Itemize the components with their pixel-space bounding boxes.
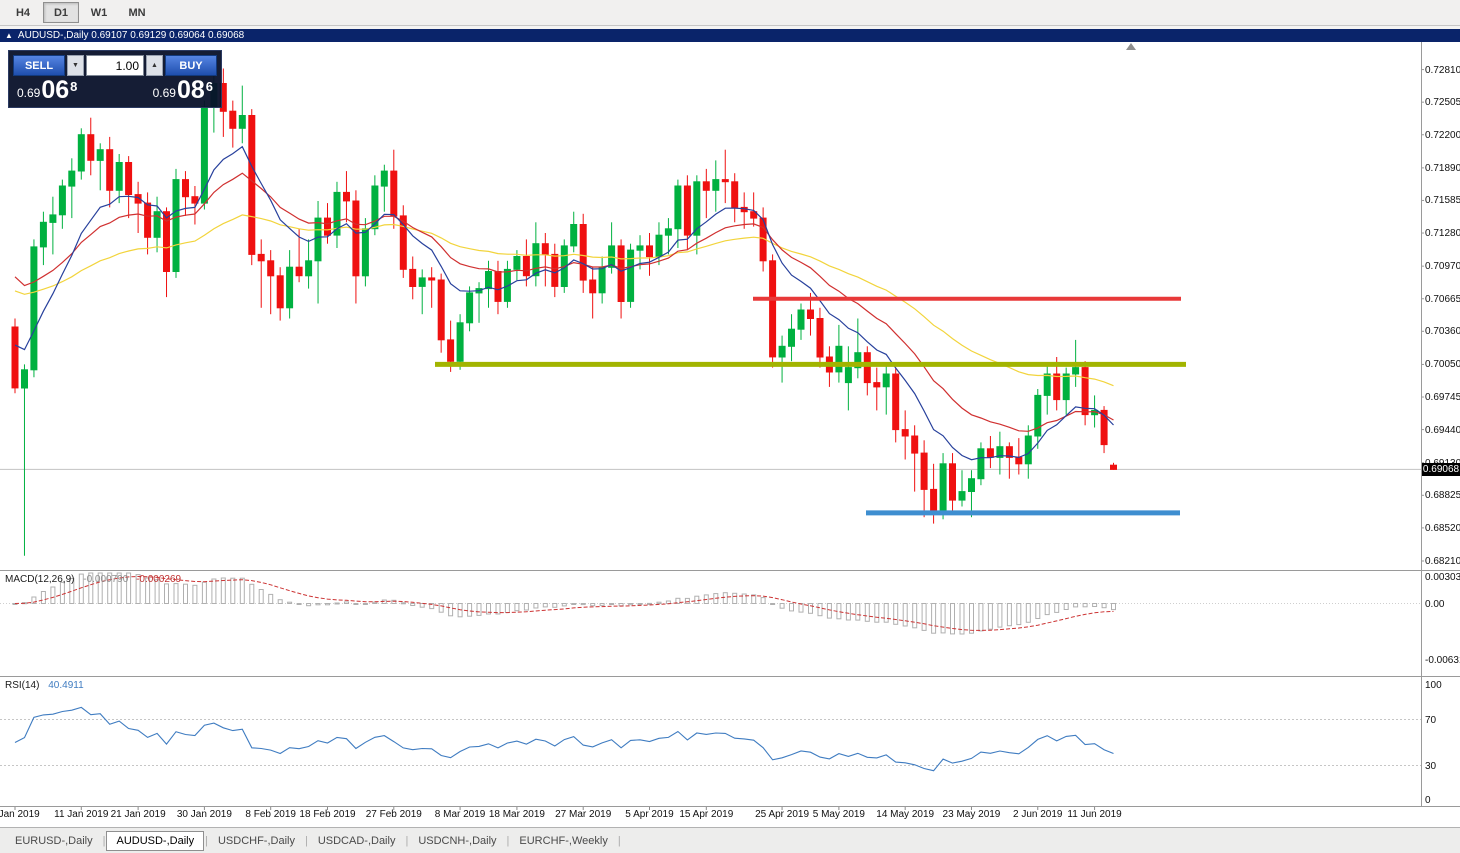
macd-indicator-label: MACD(12,26,9) -0.000790 -0.000269 (5, 574, 181, 585)
macd-histogram (12, 572, 1116, 635)
ma-slow-line (14, 214, 1114, 387)
scroll-to-end-icon[interactable] (1126, 43, 1136, 50)
tab-separator: | (405, 834, 409, 847)
rsi-line (14, 706, 1114, 772)
one-click-trading-panel: SELL ▼ ▲ BUY 0.69 06 8 0.69 08 6 (8, 50, 222, 108)
tab-separator: | (102, 834, 106, 847)
price-axis-label: 0.72200 (1425, 129, 1460, 141)
price-axis-label: 0.72505 (1425, 97, 1460, 109)
rsi-title: RSI(14) (5, 680, 40, 691)
tab-usdcad-daily[interactable]: USDCAD-,Daily (317, 834, 396, 847)
volume-input[interactable] (86, 55, 144, 76)
chart-window-titlebar[interactable]: ▲ AUDUSD-,Daily 0.69107 0.69129 0.69064 … (0, 29, 1460, 42)
tab-audusd-daily[interactable]: AUDUSD-,Daily (106, 830, 205, 851)
price-axis-label: 0.69440 (1425, 424, 1460, 436)
timeframe-buttons: H4 D1 W1 MN (5, 2, 155, 23)
chevron-down-icon: ▼ (72, 62, 79, 69)
timeframe-button-h4[interactable]: H4 (15, 6, 31, 19)
date-axis-label: 27 Feb 2019 (365, 809, 422, 820)
macd-axis-label: 0.00 (1425, 598, 1445, 610)
timeframe-button-mn[interactable]: MN (128, 6, 146, 19)
date-axis-label: 5 May 2019 (812, 809, 866, 820)
date-axis-label: 18 Mar 2019 (488, 809, 545, 820)
macd-title: MACD(12,26,9) (5, 574, 75, 585)
rsi-axis-label: 0 (1425, 795, 1431, 806)
rsi-indicator-label: RSI(14) 40.4911 (5, 680, 84, 691)
chart-icon: ▲ (5, 31, 13, 40)
candlesticks (11, 68, 1117, 556)
date-axis-label: 14 May 2019 (876, 809, 935, 820)
price-axis-label: 0.68210 (1425, 556, 1460, 567)
date-axis-label: 18 Feb 2019 (299, 809, 356, 820)
current-price-tag: 0.69068 (1422, 462, 1460, 476)
price-axis-label: 0.70050 (1425, 359, 1460, 371)
chart-title: AUDUSD-,Daily 0.69107 0.69129 0.69064 0.… (17, 30, 245, 41)
date-axis-label: 25 Apr 2019 (755, 809, 810, 820)
sell-button[interactable]: SELL (13, 55, 65, 76)
price-axis-label: 0.69745 (1425, 392, 1460, 404)
rsi-value: 40.4911 (48, 680, 84, 691)
buy-price-digits: 08 (176, 76, 205, 104)
one-click-controls: SELL ▼ ▲ BUY (13, 55, 217, 76)
date-axis-label: 8 Mar 2019 (434, 809, 486, 820)
rsi-axis-label: 70 (1425, 714, 1437, 726)
date-axis-label: 27 Mar 2019 (555, 809, 612, 820)
timeframe-toolbar: H4 D1 W1 MN (0, 0, 1460, 26)
buy-price-pip: 6 (205, 79, 213, 94)
volume-decrease-button[interactable]: ▼ (67, 55, 84, 76)
price-axis-label: 0.72810 (1425, 64, 1460, 76)
price-axis-label: 0.71280 (1425, 228, 1460, 240)
tab-usdchf-daily[interactable]: USDCHF-,Daily (217, 834, 295, 847)
chart-tabs-bar: EURUSD-,Daily | AUDUSD-,Daily | USDCHF-,Dail… (0, 827, 1460, 853)
volume-increase-button[interactable]: ▲ (146, 55, 163, 76)
date-axis-label: 2 Jan 2019 (0, 809, 40, 820)
ma-mid-line (14, 172, 1114, 432)
price-axis-label: 0.71585 (1425, 195, 1460, 207)
buy-button[interactable]: BUY (165, 55, 217, 76)
rsi-axis-label: 100 (1425, 680, 1442, 691)
price-axis-label: 0.68825 (1425, 490, 1460, 502)
price-axis-label: 0.71890 (1425, 162, 1460, 174)
buy-price-prefix: 0.69 (152, 86, 176, 100)
price-axis-label: 0.70970 (1425, 261, 1460, 273)
ma-fast-line (14, 145, 1114, 461)
date-axis-label: 2 Jun 2019 (1013, 809, 1063, 820)
tab-eurusd-daily[interactable]: EURUSD-,Daily (15, 834, 93, 847)
tab-separator: | (617, 834, 621, 847)
sell-price: 0.69 06 8 (17, 78, 77, 103)
rsi-axis-label: 30 (1425, 760, 1437, 772)
macd-axis-label: 0.003035 (1425, 572, 1460, 583)
tab-separator: | (304, 834, 308, 847)
macd-signal-line (14, 575, 1114, 631)
price-axis-label: 0.70665 (1425, 293, 1460, 305)
sell-price-digits: 06 (41, 76, 70, 104)
tab-eurchf-weekly[interactable]: EURCHF-,Weekly (519, 834, 608, 847)
date-axis-label: 21 Jan 2019 (110, 809, 166, 820)
macd-signal-value: -0.000269 (136, 574, 182, 585)
tab-separator: | (205, 834, 208, 847)
timeframe-button-d1[interactable]: D1 (43, 2, 79, 23)
date-axis-label: 23 May 2019 (942, 809, 1001, 820)
tab-separator: | (506, 834, 510, 847)
date-axis-label: 5 Apr 2019 (625, 809, 674, 820)
sell-price-prefix: 0.69 (17, 86, 41, 100)
tab-usdcnh-daily[interactable]: USDCNH-,Daily (418, 834, 497, 847)
timeframe-button-w1[interactable]: W1 (90, 6, 108, 19)
price-axis-label: 0.70360 (1425, 326, 1460, 338)
date-axis-label: 30 Jan 2019 (176, 809, 232, 820)
buy-price: 0.69 08 6 (153, 78, 213, 103)
sell-price-pip: 8 (70, 79, 78, 94)
date-axis-label: 15 Apr 2019 (679, 809, 734, 820)
date-axis-label: 8 Feb 2019 (245, 809, 296, 820)
macd-axis-label: -0.006311 (1425, 655, 1460, 666)
date-axis-label: 11 Jan 2019 (54, 809, 109, 820)
date-axis-label: 11 Jun 2019 (1067, 809, 1122, 820)
macd-value: -0.000790 (83, 574, 129, 585)
price-axis-label: 0.68520 (1425, 522, 1460, 534)
chevron-up-icon: ▲ (151, 62, 158, 69)
one-click-quotes: 0.69 06 8 0.69 08 6 (13, 78, 217, 103)
toolbar-separator (0, 26, 1460, 29)
